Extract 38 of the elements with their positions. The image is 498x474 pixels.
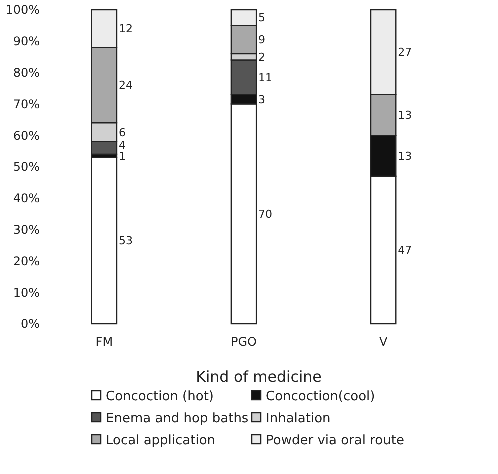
legend-label: Concoction (hot) (106, 390, 214, 405)
y-tick-label: 10% (13, 286, 40, 300)
legend-label: Inhalation (266, 412, 331, 427)
data-label: 27 (398, 46, 412, 60)
data-label: 5 (258, 12, 266, 25)
y-tick-label: 70% (13, 97, 40, 112)
data-label: 13 (398, 109, 412, 122)
bar (91, 156, 118, 325)
data-label: 12 (118, 22, 133, 36)
data-label: 13 (398, 150, 412, 163)
data-label: 1 (118, 150, 126, 163)
y-tick-label: 50% (13, 160, 40, 174)
y-tick-label: 30% (13, 223, 40, 237)
y-tick-label: 20% (13, 254, 40, 268)
data-label: 53 (118, 234, 133, 248)
legend-label: Enema and hop baths (106, 412, 249, 427)
data-label: 70 (258, 208, 273, 221)
legend-label: Local application (106, 434, 216, 449)
data-label: 4 (118, 138, 126, 152)
y-tick-label: 100% (6, 3, 40, 18)
data-label: 11 (258, 71, 273, 84)
x-tick-label: V (379, 335, 388, 349)
data-label: 3 (258, 93, 266, 106)
x-tick-label: PGO (231, 335, 257, 349)
y-tick-label: 40% (13, 192, 40, 206)
data-label: 2 (258, 50, 266, 64)
data-label: 24 (118, 79, 133, 92)
y-tick-label: 60% (13, 128, 40, 143)
data-label: 9 (258, 34, 266, 47)
legend-label: Powder via oral route (266, 434, 404, 449)
x-axis-title: Kind of medicine (196, 368, 322, 386)
y-tick-label: 80% (13, 66, 40, 80)
x-tick-label: FM (96, 335, 114, 349)
legend-label: Concoction(cool) (266, 390, 376, 405)
data-label: 47 (398, 244, 412, 258)
y-tick-label: 90% (13, 34, 40, 49)
y-tick-label: 0% (20, 317, 40, 332)
data-label: 6 (118, 126, 126, 140)
